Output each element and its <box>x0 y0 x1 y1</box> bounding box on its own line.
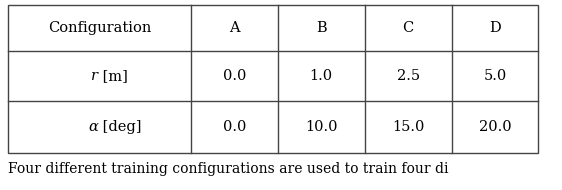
Text: 15.0: 15.0 <box>392 120 424 134</box>
Text: Configuration: Configuration <box>48 21 151 35</box>
Text: 1.0: 1.0 <box>310 69 333 83</box>
Text: 20.0: 20.0 <box>479 120 511 134</box>
Text: 10.0: 10.0 <box>305 120 337 134</box>
Text: C: C <box>402 21 414 35</box>
Text: [deg]: [deg] <box>98 120 142 134</box>
Text: Four different training configurations are used to train four di: Four different training configurations a… <box>8 162 448 176</box>
Bar <box>8 5 538 153</box>
Text: α: α <box>89 120 98 134</box>
Text: A: A <box>229 21 239 35</box>
Text: 0.0: 0.0 <box>223 120 246 134</box>
Text: D: D <box>489 21 501 35</box>
Text: 0.0: 0.0 <box>223 69 246 83</box>
Text: 2.5: 2.5 <box>397 69 420 83</box>
Text: [m]: [m] <box>98 69 128 83</box>
Text: 5.0: 5.0 <box>483 69 507 83</box>
Text: B: B <box>316 21 327 35</box>
Text: r: r <box>92 69 98 83</box>
